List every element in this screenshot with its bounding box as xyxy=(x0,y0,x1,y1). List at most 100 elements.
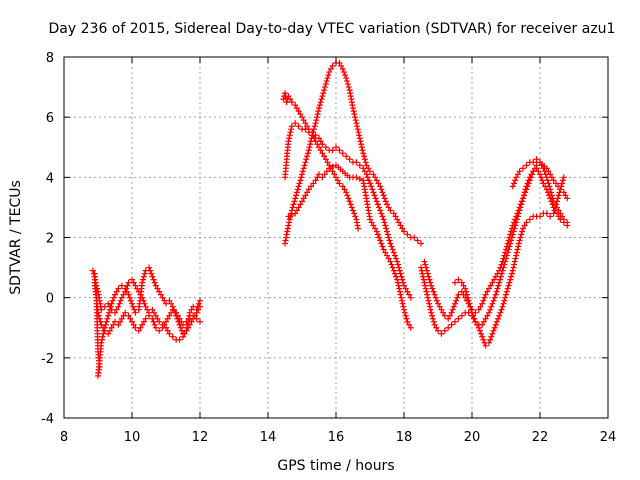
data-point xyxy=(470,312,477,319)
data-point xyxy=(122,309,129,316)
data-point xyxy=(307,141,314,148)
data-point xyxy=(340,69,347,76)
data-point xyxy=(499,267,506,274)
data-point xyxy=(317,147,324,154)
data-point xyxy=(498,270,505,277)
data-point xyxy=(537,171,543,178)
data-point xyxy=(501,261,508,268)
data-point xyxy=(557,186,564,193)
data-point xyxy=(508,237,515,244)
data-point xyxy=(299,168,306,175)
data-point xyxy=(306,144,313,151)
data-point xyxy=(355,129,362,136)
data-point xyxy=(331,171,338,178)
data-point xyxy=(399,225,406,232)
data-point xyxy=(316,102,323,109)
data-point xyxy=(510,264,517,271)
data-point xyxy=(497,276,504,283)
data-point xyxy=(464,294,471,301)
data-point xyxy=(499,303,506,310)
data-point xyxy=(117,297,124,304)
data-point xyxy=(564,222,571,229)
data-point xyxy=(295,123,302,130)
data-point xyxy=(304,123,311,130)
data-point xyxy=(354,126,361,133)
data-point xyxy=(500,300,507,307)
data-point xyxy=(291,198,298,205)
data-point xyxy=(482,315,489,322)
data-point xyxy=(295,108,302,115)
data-point xyxy=(115,303,122,310)
data-point xyxy=(432,294,439,301)
data-point xyxy=(120,312,127,319)
data-point xyxy=(353,159,360,166)
data-point xyxy=(397,291,404,298)
data-point xyxy=(142,303,149,310)
data-point xyxy=(373,228,380,235)
data-point xyxy=(517,234,524,241)
data-point xyxy=(329,63,336,70)
data-point xyxy=(106,306,113,313)
data-point xyxy=(314,141,321,148)
data-point xyxy=(452,300,458,307)
data-point xyxy=(116,300,123,307)
data-point xyxy=(560,219,567,226)
data-point xyxy=(146,264,152,271)
data-point xyxy=(321,84,328,91)
y-tick-label: -2 xyxy=(41,352,54,367)
data-point xyxy=(476,327,483,334)
data-point xyxy=(339,183,346,190)
data-point xyxy=(545,180,552,187)
data-point xyxy=(524,180,531,187)
data-point xyxy=(110,294,117,301)
data-point xyxy=(302,126,309,133)
data-point xyxy=(151,279,158,286)
data-point xyxy=(142,315,149,322)
data-point xyxy=(537,213,543,220)
data-point xyxy=(494,285,501,292)
data-point xyxy=(390,267,397,274)
data-point xyxy=(315,108,322,115)
data-point xyxy=(102,321,109,328)
data-point xyxy=(393,273,400,280)
data-point xyxy=(395,219,402,226)
data-point xyxy=(341,186,348,193)
data-point xyxy=(455,291,462,298)
y-tick-label: 0 xyxy=(46,292,54,307)
data-point xyxy=(526,174,533,181)
data-point xyxy=(359,147,366,154)
data-point xyxy=(129,276,135,283)
data-point xyxy=(436,303,443,310)
data-point xyxy=(441,312,448,319)
data-point xyxy=(516,207,523,214)
data-point xyxy=(100,330,107,337)
data-point xyxy=(384,228,390,235)
series-j xyxy=(452,165,571,328)
data-point xyxy=(414,237,421,244)
data-point xyxy=(523,183,530,190)
data-point xyxy=(381,195,388,202)
data-point xyxy=(512,222,519,229)
data-point xyxy=(514,171,521,178)
data-point xyxy=(512,255,519,262)
data-point xyxy=(520,165,526,172)
data-point xyxy=(166,330,173,337)
data-point xyxy=(368,219,375,226)
data-point xyxy=(502,294,509,301)
data-point xyxy=(122,285,129,292)
data-point xyxy=(562,192,569,199)
data-point xyxy=(388,261,395,268)
data-point xyxy=(305,147,312,154)
data-point xyxy=(342,72,349,79)
data-point xyxy=(161,297,168,304)
data-point xyxy=(515,210,522,217)
data-point xyxy=(495,282,502,289)
data-point xyxy=(397,270,404,277)
data-point xyxy=(389,246,396,253)
data-point xyxy=(283,99,290,106)
data-point xyxy=(449,306,456,313)
data-point xyxy=(400,279,407,286)
data-point xyxy=(290,201,297,208)
